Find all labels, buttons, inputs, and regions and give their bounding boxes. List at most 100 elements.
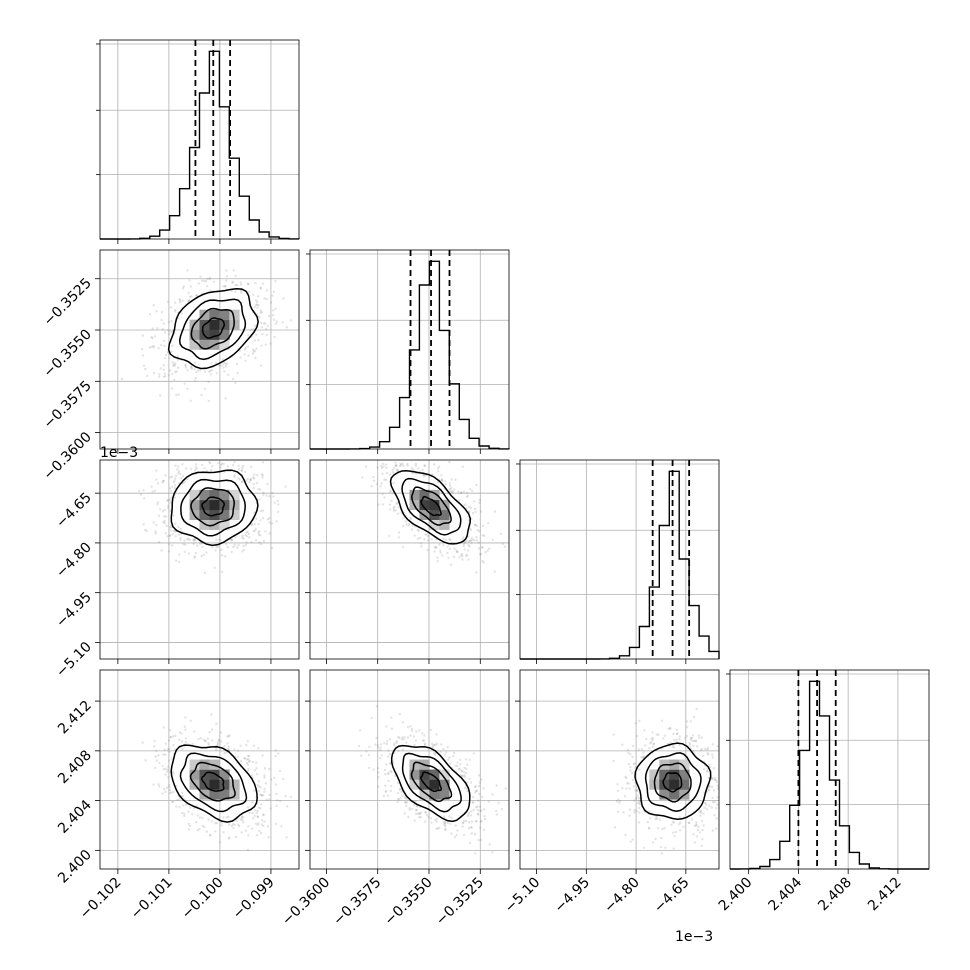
sample-point (174, 530, 177, 533)
sample-point (173, 496, 176, 499)
sample-point (165, 786, 169, 790)
sample-point (168, 534, 172, 537)
sample-point (176, 468, 179, 471)
sample-point (216, 546, 220, 549)
sample-point (396, 512, 400, 515)
sample-point (167, 759, 171, 762)
sample-point (443, 815, 446, 818)
panel-frame-3-0 (99, 669, 300, 870)
sample-point (414, 812, 418, 815)
sample-point (246, 345, 249, 348)
sample-point (193, 361, 197, 364)
sample-point (386, 794, 390, 797)
sample-point (155, 523, 158, 527)
sample-point (234, 290, 237, 293)
contour-level-3 (179, 752, 248, 813)
sample-point (410, 528, 414, 531)
sample-point (431, 742, 434, 746)
sample-point (250, 523, 254, 526)
sample-point (228, 734, 231, 737)
sample-point (231, 280, 235, 283)
sample-point (247, 834, 250, 837)
sample-point (271, 313, 275, 317)
sample-point (152, 344, 155, 348)
sample-point (477, 839, 480, 842)
sample-point (711, 756, 714, 759)
sample-point (453, 547, 456, 550)
sample-point (286, 805, 289, 808)
sample-point (440, 478, 443, 482)
sample-point (470, 826, 473, 829)
sample-point (203, 571, 207, 575)
sample-point (183, 382, 186, 385)
sample-point (198, 369, 202, 372)
sample-point (377, 785, 380, 788)
density-cell (409, 489, 420, 501)
sample-point (478, 553, 482, 556)
sample-point (150, 345, 153, 348)
sample-point (393, 505, 396, 509)
panel-2-0 (95, 460, 299, 664)
sample-point (427, 815, 430, 819)
sample-point (219, 466, 222, 469)
sample-point (454, 764, 457, 767)
sample-point (169, 735, 172, 739)
sample-point (460, 770, 463, 773)
sample-point (406, 736, 410, 739)
sample-point (689, 738, 692, 741)
sample-point (189, 295, 192, 298)
sample-point (177, 472, 180, 475)
sample-point (169, 306, 173, 309)
sample-point (688, 743, 692, 746)
sample-point (262, 540, 266, 543)
sample-point (706, 770, 709, 773)
sample-point (499, 532, 503, 535)
sample-point (144, 367, 147, 371)
sample-point (439, 551, 442, 554)
sample-point (413, 534, 416, 537)
sample-point (491, 851, 494, 854)
sample-point (411, 807, 414, 811)
sample-point (397, 735, 400, 739)
sample-point (364, 465, 368, 468)
sample-point (383, 478, 386, 481)
sample-point (175, 393, 178, 397)
sample-point (474, 510, 477, 514)
sample-point (189, 365, 193, 368)
sample-point (444, 828, 447, 831)
sample-point (271, 491, 274, 495)
sample-point (208, 370, 211, 373)
sample-point (235, 819, 238, 823)
y-tick-label-2-3: −4.65 (53, 490, 95, 532)
sample-point (173, 364, 177, 367)
sample-point (454, 824, 457, 827)
sample-point (164, 515, 168, 518)
sample-point (467, 813, 470, 816)
sample-point (272, 309, 275, 312)
sample-point (465, 554, 468, 558)
sample-point (389, 789, 393, 793)
sample-point (161, 328, 164, 331)
sample-point (380, 754, 383, 757)
density-cell (419, 499, 430, 511)
density-cell (429, 789, 440, 800)
sample-point (170, 387, 174, 390)
sample-point (201, 545, 204, 549)
sample-point (472, 800, 475, 804)
sample-point (211, 739, 214, 742)
sample-point (358, 729, 362, 732)
sample-point (469, 826, 473, 829)
sample-point (474, 852, 477, 855)
sample-point (193, 730, 196, 733)
sample-point (226, 465, 229, 468)
sample-point (211, 464, 214, 468)
sample-point (274, 307, 277, 310)
sample-point (143, 497, 146, 500)
sample-point (234, 274, 237, 278)
density-cell (209, 779, 220, 790)
x-tick-label-3-1: 2.404 (766, 874, 806, 914)
sample-point (459, 554, 463, 557)
sample-point (162, 339, 166, 342)
sample-point (248, 290, 251, 293)
